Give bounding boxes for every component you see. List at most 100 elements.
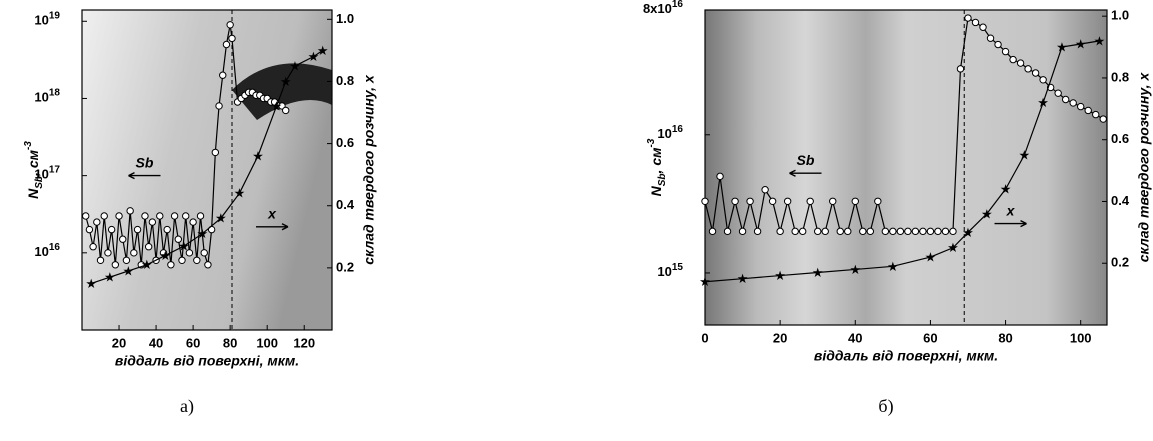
data-point: ★ [141,257,153,272]
data-point [783,197,792,206]
data-point [964,14,972,22]
y-tick-power: 17 [49,164,61,175]
data-point: ★ [178,239,190,254]
y-label-main: N [25,188,41,199]
data-point [82,212,90,220]
x-axis-label: віддаль від поверхні, мкм. [115,353,299,369]
data-point [222,40,231,49]
y2-axis-label: склад твердого розчину, x [361,74,377,265]
data-point [844,227,852,236]
plot-frame [81,9,333,331]
y-label-unit: , см [648,147,664,175]
data-point [107,225,116,234]
data-point [798,227,807,236]
data-point [889,227,897,236]
data-point: ★ [252,148,264,163]
y-tick-power: 16 [672,0,684,10]
x-tick-label: 60 [186,335,200,350]
y2-tick-label: 0.8 [1111,69,1129,84]
data-point [926,227,935,236]
y-tick-label: 1019 [34,10,60,28]
data-point: ★ [234,186,246,201]
y-label-sub: Sb [34,176,45,189]
data-point: ★ [122,263,134,278]
data-point: ★ [1019,148,1031,163]
data-point [829,197,837,206]
y2-tick-label: 0.4 [336,197,355,212]
data-point [211,148,220,157]
y-tick-label: 1015 [657,262,683,280]
data-point: ★ [317,43,329,58]
y-tick-power: 16 [672,123,684,134]
data-point [1099,115,1107,123]
y-label-unit: , см [25,149,41,177]
y-tick-power: 18 [49,87,61,98]
data-point: ★ [280,74,292,89]
data-point [836,227,844,236]
data-point [753,227,762,236]
data-point [282,106,290,115]
x-tick-label: 20 [773,330,787,345]
data-point [144,243,153,251]
data-point [821,227,829,236]
data-point [1061,95,1070,104]
y-tick-base: 10 [34,167,48,182]
x-tick-label: 80 [998,330,1012,345]
data-point [1001,47,1010,56]
x-tick-label: 40 [149,335,163,350]
data-point [85,225,94,234]
y2-tick-label: 1.0 [1111,8,1129,23]
data-point [1077,102,1085,111]
data-point [708,227,717,236]
y-tick-base: 10 [34,13,48,28]
data-point [89,243,97,251]
data-point: ★ [160,248,172,263]
series-label: x [1006,202,1016,218]
y-tick-base: 10 [657,126,671,141]
data-point: ★ [104,270,116,285]
y-tick-label: 1016 [34,241,60,259]
data-point [1084,106,1092,115]
data-point [866,227,875,236]
x-tick-label: 20 [112,335,126,350]
data-point [716,172,724,181]
series-label: Sb [797,152,815,168]
data-point [919,227,927,236]
y-label-sup: -3 [646,138,657,147]
y2-tick-label: 0.8 [336,73,354,88]
data-point [130,249,138,257]
data-point [215,102,223,110]
data-point [994,40,1002,49]
data-point: ★ [1075,36,1087,51]
data-point: ★ [1094,33,1106,48]
y-tick-base: 10 [34,90,48,105]
series-arrow [256,223,289,231]
data-point [934,227,942,236]
x-tick-label: 100 [1070,330,1092,345]
data-point: ★ [774,268,786,283]
y-tick-power: 19 [49,10,61,21]
data-point [96,256,105,264]
data-point [1069,99,1077,107]
micrograph [705,10,1107,325]
series-arrow [128,171,161,180]
data-point [133,225,142,234]
x-tick-label: 0 [701,330,708,345]
data-point [851,197,859,206]
data-point: ★ [271,99,283,114]
y-tick-label: 8x1016 [643,0,683,16]
data-point: ★ [699,274,711,289]
data-point [228,34,236,43]
x-tick-label: 40 [848,330,862,345]
x-tick-label: 60 [923,330,937,345]
data-point [791,227,799,236]
data-point [178,256,186,264]
data-point [1031,69,1040,77]
data-point: ★ [85,276,97,291]
data-point [170,212,179,220]
data-point: ★ [308,49,320,64]
y-tick-power: 16 [49,241,61,252]
y-tick-label: 1017 [34,164,60,182]
data-point [859,227,867,236]
micrograph [82,10,332,330]
